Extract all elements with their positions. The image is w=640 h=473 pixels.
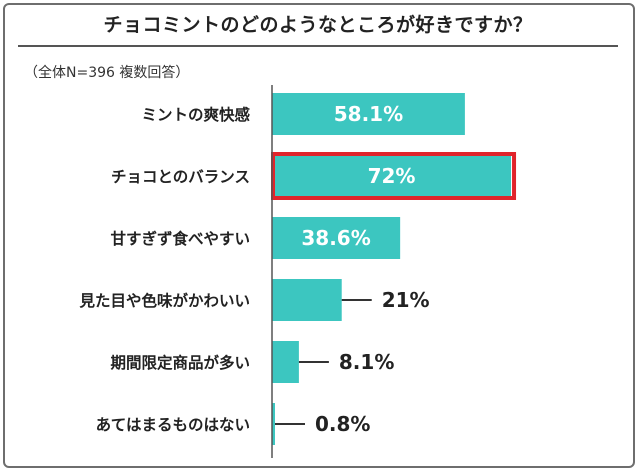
bar bbox=[272, 341, 299, 383]
data-label: 8.1% bbox=[339, 350, 394, 374]
data-label: 58.1% bbox=[334, 102, 403, 126]
highlight-frame bbox=[271, 152, 517, 200]
category-label: あてはまるものはない bbox=[96, 416, 250, 434]
title-underline bbox=[18, 45, 618, 47]
bar bbox=[272, 155, 512, 197]
category-label: 甘すぎず食べやすい bbox=[110, 229, 250, 248]
bar bbox=[272, 279, 342, 321]
category-label: 期間限定商品が多い bbox=[110, 353, 250, 372]
data-label: 38.6% bbox=[301, 226, 370, 250]
bar bbox=[272, 217, 401, 259]
chart-title: チョコミントのどのようなところが好きですか？ bbox=[103, 14, 533, 36]
category-label: ミントの爽快感 bbox=[141, 105, 250, 124]
data-label: 21% bbox=[382, 288, 430, 312]
bar bbox=[272, 403, 275, 445]
bar bbox=[272, 93, 465, 135]
data-label: 72% bbox=[368, 164, 416, 188]
category-label: チョコとのバランス bbox=[111, 168, 250, 186]
data-label: 0.8% bbox=[315, 412, 370, 436]
category-label: 見た目や色味がかわいい bbox=[78, 291, 250, 310]
sample-note: （全体N=396 複数回答） bbox=[24, 65, 190, 81]
